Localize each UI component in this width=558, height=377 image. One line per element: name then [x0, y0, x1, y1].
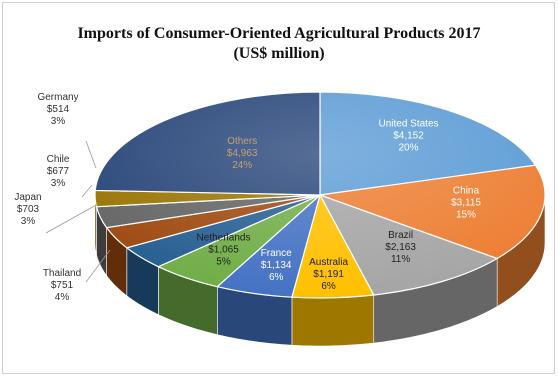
label-japan-value: $703: [17, 204, 40, 215]
label-australia-pct: 6%: [321, 281, 336, 292]
label-brazil-pct: 11%: [391, 254, 410, 265]
label-china-name: China: [453, 186, 480, 197]
label-united-states-name: United States: [378, 118, 438, 129]
label-others-value: $4,963: [227, 148, 258, 159]
leader-germany: [85, 140, 97, 169]
chart-title: Imports of Consumer-Oriented Agricultura…: [77, 25, 481, 42]
label-japan-name: Japan: [14, 192, 41, 203]
label-others-name: Others: [227, 136, 257, 147]
label-netherlands-pct: 5%: [216, 257, 231, 268]
chart-frame: [2, 2, 555, 374]
label-thailand-pct: 4%: [55, 292, 70, 303]
label-chile-value: $677: [47, 166, 70, 177]
label-australia-name: Australia: [309, 257, 348, 268]
label-netherlands-value: $1,065: [208, 245, 239, 256]
label-france-name: France: [261, 248, 293, 259]
side-australia: [291, 294, 375, 347]
label-japan-pct: 3%: [21, 216, 36, 227]
label-germany-pct: 3%: [51, 116, 66, 127]
label-netherlands-name: Netherlands: [197, 233, 251, 244]
label-france-pct: 6%: [269, 272, 284, 283]
label-brazil-value: $2,163: [385, 242, 416, 253]
label-brazil-name: Brazil: [388, 230, 413, 241]
label-china-pct: 15%: [456, 210, 476, 221]
label-chile-pct: 3%: [51, 178, 66, 189]
label-france-value: $1,134: [261, 260, 292, 271]
label-united-states-pct: 20%: [398, 142, 418, 153]
leader-japan: [45, 203, 99, 234]
label-united-states-value: $4,152: [393, 130, 424, 141]
label-others-pct: 24%: [232, 160, 252, 171]
label-chile-name: Chile: [47, 154, 70, 165]
label-australia-value: $1,191: [313, 269, 344, 280]
chart-subtitle: (US$ million): [233, 45, 325, 62]
slice-others: [94, 91, 321, 196]
label-thailand-value: $751: [51, 280, 74, 291]
label-thailand-name: Thailand: [43, 268, 81, 279]
leader-chile: [81, 184, 93, 198]
label-germany-name: Germany: [37, 92, 78, 103]
label-germany-value: $514: [47, 104, 70, 115]
leader-thailand: [85, 249, 111, 283]
label-china-value: $3,115: [451, 198, 481, 209]
